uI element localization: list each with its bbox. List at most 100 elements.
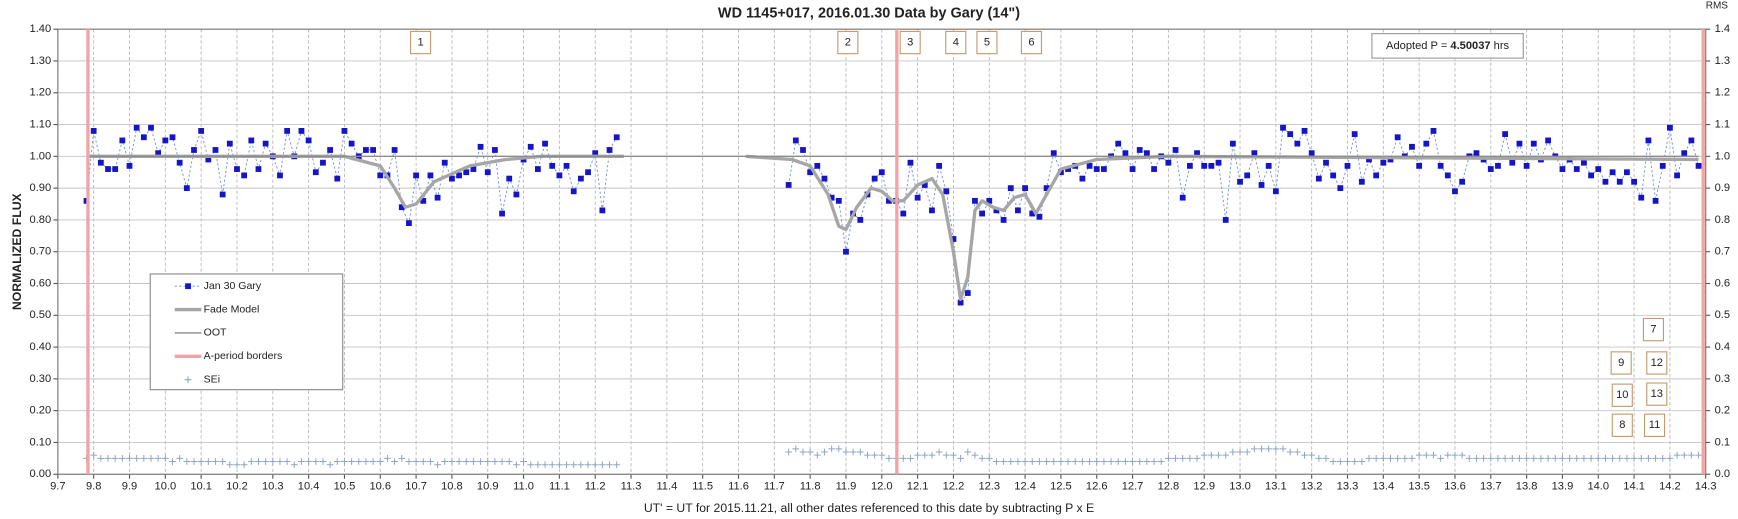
- data-point: [1007, 185, 1014, 192]
- data-point: [391, 147, 398, 153]
- error-point: [1551, 455, 1559, 462]
- data-point: [363, 147, 369, 153]
- error-point: [1415, 451, 1423, 459]
- x-tick-label: 10.1: [190, 480, 212, 492]
- error-point: [276, 458, 284, 465]
- y-tick-label: 0.40: [30, 341, 52, 353]
- data-point: [148, 124, 154, 131]
- y2-tick-label: 1.0: [1715, 150, 1730, 162]
- error-point: [1057, 458, 1065, 465]
- error-point: [570, 461, 578, 469]
- error-point: [262, 458, 269, 465]
- error-point: [842, 448, 850, 456]
- annotation-box: [1642, 317, 1665, 342]
- data-point: [1050, 150, 1057, 157]
- error-point: [226, 461, 234, 469]
- data-point: [1652, 197, 1659, 204]
- error-point: [871, 451, 878, 459]
- data-point: [1143, 150, 1150, 157]
- error-point: [1043, 458, 1050, 465]
- annotation-label: 1: [417, 36, 423, 48]
- error-point: [1136, 458, 1144, 465]
- error-point: [1652, 455, 1659, 462]
- data-point: [126, 162, 133, 169]
- error-point: [1193, 455, 1201, 462]
- data-point: [606, 147, 613, 153]
- error-point: [1322, 455, 1330, 462]
- data-point: [1495, 162, 1501, 169]
- data-point: [878, 169, 885, 176]
- error-point: [1501, 455, 1509, 462]
- data-point: [914, 194, 921, 201]
- error-point: [599, 461, 606, 469]
- data-point: [284, 128, 291, 134]
- data-point: [198, 128, 205, 134]
- data-point: [406, 220, 412, 226]
- error-point: [1007, 458, 1015, 465]
- y-tick-label: 0.10: [30, 436, 52, 448]
- error-point: [1437, 455, 1444, 462]
- error-point: [197, 458, 205, 465]
- error-point: [1093, 458, 1101, 465]
- data-point: [1366, 156, 1372, 163]
- data-point: [1444, 172, 1451, 179]
- error-point: [1000, 458, 1007, 465]
- error-point: [1014, 458, 1022, 465]
- error-point: [1487, 455, 1495, 462]
- data-point: [1394, 134, 1401, 141]
- data-point: [964, 290, 971, 296]
- error-point: [1143, 458, 1151, 465]
- data-point: [1294, 140, 1301, 147]
- error-point: [556, 461, 563, 469]
- annotation-box: [1643, 413, 1666, 437]
- error-point: [885, 455, 893, 462]
- error-point: [283, 458, 291, 465]
- x-tick-label: 12.9: [1193, 480, 1215, 492]
- error-point: [1258, 445, 1265, 453]
- error-point: [534, 461, 542, 469]
- annotation-box: [1610, 351, 1632, 375]
- error-point: [993, 458, 1000, 465]
- data-point: [492, 147, 498, 153]
- error-point: [477, 458, 484, 465]
- y-tick-label: 0.60: [30, 277, 52, 289]
- error-point: [1379, 455, 1387, 462]
- error-point: [1243, 448, 1251, 456]
- data-point: [936, 162, 943, 169]
- error-point: [1458, 451, 1466, 459]
- data-point: [90, 128, 97, 134]
- error-point: [1623, 455, 1631, 462]
- data-point: [979, 210, 985, 217]
- error-point: [298, 458, 305, 465]
- data-point: [248, 137, 255, 144]
- error-point: [1150, 458, 1158, 465]
- data-point: [592, 150, 599, 157]
- error-point: [305, 458, 312, 465]
- x-tick-label: 10.9: [477, 480, 499, 492]
- error-point: [942, 451, 950, 459]
- data-point: [1409, 143, 1415, 150]
- data-point: [814, 162, 821, 169]
- data-point: [1229, 140, 1236, 147]
- data-point: [835, 197, 842, 204]
- x-tick-label: 13.4: [1373, 480, 1395, 492]
- data-point: [1695, 162, 1702, 169]
- error-point: [1172, 455, 1179, 462]
- data-point: [133, 124, 140, 131]
- x-tick-label: 10.0: [155, 480, 177, 492]
- data-point: [1588, 172, 1594, 179]
- error-point: [1229, 448, 1237, 456]
- data-point: [441, 159, 448, 166]
- x-tick-label: 10.5: [334, 480, 356, 492]
- error-point: [914, 451, 921, 459]
- error-point: [928, 451, 936, 459]
- error-point: [591, 461, 599, 469]
- legend-label: Fade Model: [204, 303, 260, 315]
- x-tick-label: 11.0: [513, 480, 534, 492]
- error-point: [1365, 455, 1373, 462]
- error-point: [1186, 455, 1194, 462]
- data-point: [1330, 172, 1337, 179]
- legend-label: SEi: [204, 373, 220, 385]
- data-point: [1222, 217, 1229, 223]
- x-tick-label: 10.8: [441, 480, 463, 492]
